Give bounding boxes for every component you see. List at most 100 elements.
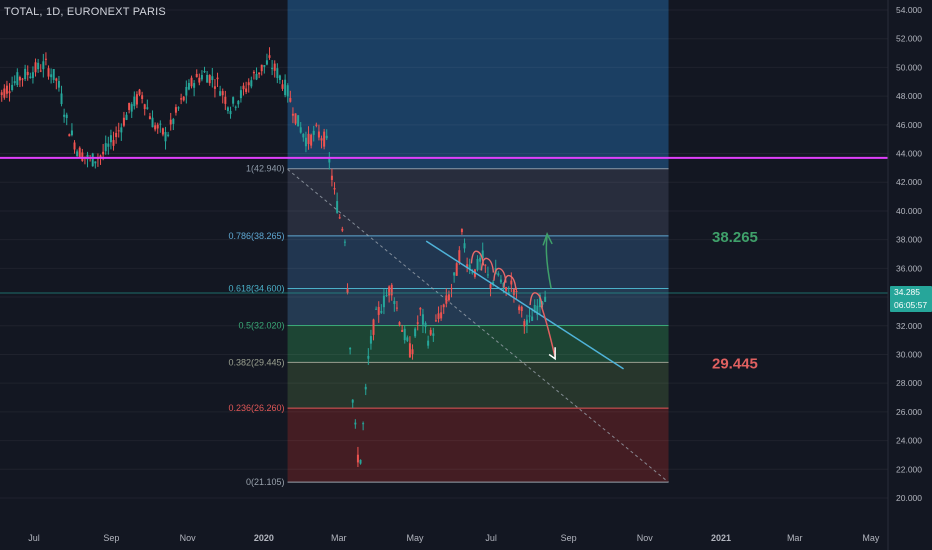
x-tick-label: Sep: [561, 533, 577, 543]
candle-body: [130, 104, 133, 112]
fib-zone-extension: [287, 0, 669, 169]
candle-body: [346, 289, 349, 293]
candle-body: [429, 330, 432, 335]
candle-body: [281, 84, 284, 89]
descending-trendline[interactable]: [425, 240, 624, 370]
candle-body: [536, 305, 539, 315]
candle-body: [538, 294, 541, 308]
candle-body: [416, 322, 419, 324]
candle-body: [3, 88, 6, 98]
candle-body: [234, 106, 237, 108]
candle-body: [356, 454, 359, 463]
candle-body: [437, 313, 440, 319]
candle-body: [203, 71, 206, 73]
candle-body: [252, 71, 255, 74]
candle-body: [380, 311, 383, 313]
fibonacci-diagonal: [287, 168, 669, 483]
candle-body: [107, 143, 110, 147]
candle-body: [533, 304, 536, 313]
fib-zone-0.382: [287, 362, 669, 409]
candle-body: [135, 94, 138, 105]
candle-body: [29, 76, 32, 78]
candle-body: [193, 83, 196, 88]
candle-body: [499, 279, 502, 283]
x-tick-label: Nov: [637, 533, 654, 543]
x-tick-label: Jul: [485, 533, 497, 543]
swing-arc: [480, 257, 495, 273]
x-tick-label: Nov: [180, 533, 197, 543]
candle-body: [414, 328, 417, 337]
candle-body: [364, 386, 367, 390]
x-tick-label: Mar: [331, 533, 347, 543]
candle-body: [455, 263, 458, 276]
candle-body: [531, 316, 534, 321]
candle-body: [198, 77, 201, 83]
candle-body: [63, 114, 66, 117]
y-tick-label: 36.000: [896, 263, 922, 273]
chart-title: TOTAL, 1D, EURONEXT PARIS: [4, 6, 166, 18]
candle-body: [50, 74, 53, 78]
candle-body: [338, 217, 341, 219]
candle-body: [544, 296, 547, 302]
candle-body: [104, 143, 107, 152]
candle-body: [468, 264, 471, 270]
candle-body: [359, 459, 362, 464]
candle-body: [398, 322, 401, 325]
candle-body: [510, 280, 513, 285]
candle-body: [336, 201, 339, 213]
candle-body: [481, 250, 484, 259]
candle-body: [304, 137, 307, 147]
candle-body: [156, 124, 159, 129]
candle-body: [122, 117, 125, 126]
candle-body: [216, 77, 219, 80]
candle-body: [432, 333, 435, 336]
candle-body: [512, 289, 515, 295]
fib-label-1: 1(42.940): [246, 164, 285, 174]
candle-body: [323, 131, 326, 147]
candle-body: [317, 131, 320, 138]
candle-body: [271, 67, 274, 70]
y-tick-label: 38.000: [896, 235, 922, 245]
fib-label-0: 0(21.105): [246, 477, 285, 487]
candle-body: [258, 72, 261, 75]
y-tick-label: 30.000: [896, 349, 922, 359]
candle-body: [182, 96, 185, 101]
candle-body: [73, 142, 76, 150]
x-tick-label: May: [862, 533, 880, 543]
candle-body: [385, 295, 388, 297]
candle-body: [289, 98, 292, 102]
candle-body: [525, 319, 528, 326]
candle-body: [351, 399, 354, 403]
candle-body: [460, 229, 463, 233]
candle-body: [211, 76, 214, 81]
fib-zone-0.236: [287, 408, 669, 483]
candle-body: [68, 134, 71, 137]
candle-body: [91, 153, 94, 167]
candle-body: [99, 155, 102, 158]
candle-body: [497, 273, 500, 276]
candle-body: [343, 241, 346, 243]
candle-body: [44, 58, 47, 60]
horizontal-resistance-line[interactable]: [0, 156, 888, 294]
fib-zone-0.5: [287, 325, 669, 363]
candle-body: [143, 104, 146, 110]
y-tick-label: 28.000: [896, 378, 922, 388]
fib-label-0.236: 0.236(26.260): [229, 403, 285, 413]
candle-body: [169, 119, 172, 125]
y-tick-label: 52.000: [896, 34, 922, 44]
candle-body: [109, 135, 112, 143]
candle-body: [541, 302, 544, 305]
price-badge-countdown: 06:05:57: [894, 300, 927, 310]
candle-body: [486, 274, 489, 276]
candle-body: [388, 286, 391, 296]
candle-body: [151, 117, 154, 128]
swing-arc: [503, 274, 517, 290]
target-label-down: 29.445: [712, 355, 758, 372]
candle-body: [369, 336, 372, 344]
candle-body: [232, 97, 235, 104]
candle-body: [395, 307, 398, 309]
candle-body: [60, 93, 63, 105]
x-tick-label: Jul: [28, 533, 40, 543]
y-tick-label: 26.000: [896, 407, 922, 417]
